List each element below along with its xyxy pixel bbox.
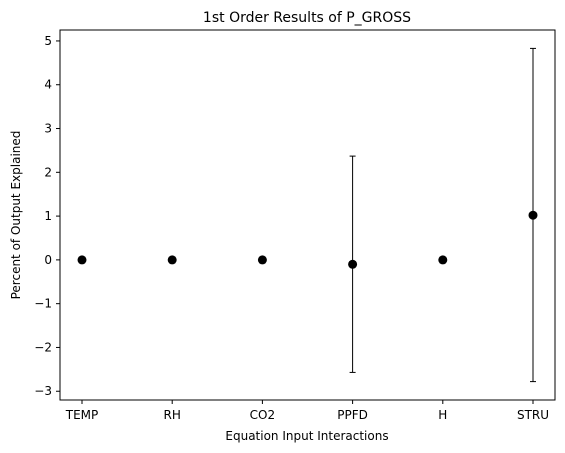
y-axis-label: Percent of Output Explained [9, 131, 23, 300]
y-tick-label: 1 [44, 209, 52, 223]
y-tick-label: 2 [44, 165, 52, 179]
x-tick-label: H [438, 408, 447, 422]
data-point [77, 255, 87, 265]
y-tick-label: −3 [34, 384, 52, 398]
data-point [257, 255, 267, 265]
x-tick-label: PPFD [337, 408, 368, 422]
y-tick-label: 4 [44, 78, 52, 92]
data-point [167, 255, 177, 265]
x-axis-ticks: TEMP RH CO2 PPFD H STRU [65, 400, 549, 422]
data-point [528, 210, 538, 220]
y-tick-label: 3 [44, 122, 52, 136]
data-point [438, 255, 448, 265]
chart-title: 1st Order Results of P_GROSS [203, 10, 411, 26]
x-tick-label: CO2 [250, 408, 275, 422]
y-tick-label: 0 [44, 253, 52, 267]
x-tick-label: RH [164, 408, 181, 422]
y-tick-label: −1 [34, 297, 52, 311]
y-tick-label: −2 [34, 340, 52, 354]
data-points [77, 210, 538, 269]
data-point [348, 259, 358, 269]
y-axis-ticks: −3 −2 −1 0 1 2 3 4 5 [34, 34, 60, 398]
y-tick-label: 5 [44, 34, 52, 48]
x-tick-label: STRU [517, 408, 549, 422]
x-axis-label: Equation Input Interactions [225, 429, 388, 443]
plot-area [59, 29, 556, 401]
axes-frame [59, 29, 556, 401]
x-tick-label: TEMP [65, 408, 99, 422]
